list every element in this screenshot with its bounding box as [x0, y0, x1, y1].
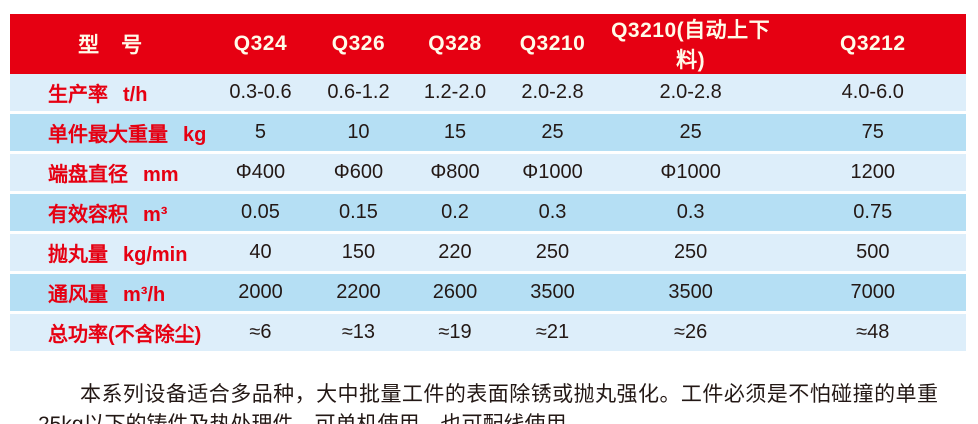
table-row-total-power: 总功率(不含除尘) ≈6 ≈13 ≈19 ≈21 ≈26 ≈48	[10, 312, 966, 354]
cell-value: 7000	[779, 272, 966, 314]
cell-value: Φ600	[310, 152, 407, 194]
row-label: 单件最大重量	[48, 124, 168, 146]
row-label: 通风量	[48, 284, 108, 306]
cell-value: 2000	[210, 272, 311, 314]
cell-value: 0.3-0.6	[210, 74, 311, 114]
cell-value: ≈6	[210, 312, 311, 354]
header-model-q3212: Q3212	[779, 14, 966, 74]
cell-value: 3500	[503, 272, 602, 314]
row-unit: kg/min	[123, 244, 188, 266]
row-label: 总功率(不含除尘)	[48, 324, 202, 346]
row-label: 端盘直径	[48, 164, 128, 186]
row-label-cell: 通风量 m³/h	[10, 272, 211, 314]
cell-value: 250	[503, 232, 602, 274]
table-row-effective-volume: 有效容积 m³ 0.05 0.15 0.2 0.3 0.3 0.75	[10, 192, 966, 234]
cell-value: 75	[779, 112, 966, 154]
row-label-cell: 端盘直径 mm	[10, 152, 211, 194]
spec-table: 型 号 Q324 Q326 Q328 Q3210 Q3210(自动上下料) Q3…	[10, 14, 966, 354]
cell-value: 220	[406, 232, 504, 274]
cell-value: 2200	[310, 272, 407, 314]
cell-value: Φ800	[406, 152, 504, 194]
cell-value: 40	[210, 232, 311, 274]
row-unit: kg	[183, 124, 207, 146]
cell-value: 0.75	[779, 192, 966, 234]
cell-value: 0.3	[601, 192, 780, 234]
cell-value: 2600	[406, 272, 504, 314]
cell-value: 0.05	[210, 192, 311, 234]
cell-value: 4.0-6.0	[779, 74, 966, 114]
table-header-row: 型 号 Q324 Q326 Q328 Q3210 Q3210(自动上下料) Q3…	[10, 14, 966, 74]
cell-value: Φ400	[210, 152, 311, 194]
table-row-disc-diameter: 端盘直径 mm Φ400 Φ600 Φ800 Φ1000 Φ1000 1200	[10, 152, 966, 194]
cell-value: Φ1000	[503, 152, 602, 194]
cell-value: 5	[210, 112, 311, 154]
cell-value: 3500	[601, 272, 780, 314]
row-label-cell: 总功率(不含除尘)	[10, 312, 211, 354]
cell-value: 500	[779, 232, 966, 274]
cell-value: ≈13	[310, 312, 407, 354]
cell-value: 10	[310, 112, 407, 154]
cell-value: 150	[310, 232, 407, 274]
table-row-max-piece-weight: 单件最大重量 kg 5 10 15 25 25 75	[10, 112, 966, 154]
cell-value: 0.3	[503, 192, 602, 234]
cell-value: ≈48	[779, 312, 966, 354]
header-model-q324: Q324	[210, 14, 311, 74]
cell-value: ≈26	[601, 312, 780, 354]
cell-value: Φ1000	[601, 152, 780, 194]
table-row-production-rate: 生产率 t/h 0.3-0.6 0.6-1.2 1.2-2.0 2.0-2.8 2…	[10, 74, 966, 114]
cell-value: 0.15	[310, 192, 407, 234]
header-model-q3210: Q3210	[503, 14, 602, 74]
header-model-q3210-auto: Q3210(自动上下料)	[601, 14, 780, 74]
row-label: 有效容积	[48, 204, 128, 226]
row-unit: m³/h	[123, 284, 166, 306]
row-label-cell: 抛丸量 kg/min	[10, 232, 211, 274]
header-model-q328: Q328	[406, 14, 504, 74]
header-model-q326: Q326	[310, 14, 407, 74]
description-text: 本系列设备适合多品种，大中批量工件的表面除锈或抛丸强化。工件必须是不怕碰撞的单重…	[38, 383, 938, 424]
cell-value: ≈19	[406, 312, 504, 354]
cell-value: 2.0-2.8	[503, 74, 602, 114]
table-row-ventilation: 通风量 m³/h 2000 2200 2600 3500 3500 7000	[10, 272, 966, 314]
cell-value: 1.2-2.0	[406, 74, 504, 114]
row-label-cell: 有效容积 m³	[10, 192, 211, 234]
cell-value: 25	[601, 112, 780, 154]
cell-value: 250	[601, 232, 780, 274]
row-unit: mm	[143, 164, 179, 186]
table-row-shot-flow: 抛丸量 kg/min 40 150 220 250 250 500	[10, 232, 966, 274]
row-unit: t/h	[123, 84, 148, 106]
cell-value: 2.0-2.8	[601, 74, 780, 114]
cell-value: ≈21	[503, 312, 602, 354]
cell-value: 25	[503, 112, 602, 154]
cell-value: 1200	[779, 152, 966, 194]
row-unit: m³	[143, 204, 168, 226]
header-model-label: 型 号	[10, 14, 211, 74]
cell-value: 0.2	[406, 192, 504, 234]
row-label-cell: 单件最大重量 kg	[10, 112, 211, 154]
row-label: 生产率	[48, 84, 108, 106]
row-label: 抛丸量	[48, 244, 108, 266]
cell-value: 15	[406, 112, 504, 154]
row-label-cell: 生产率 t/h	[10, 74, 211, 114]
cell-value: 0.6-1.2	[310, 74, 407, 114]
